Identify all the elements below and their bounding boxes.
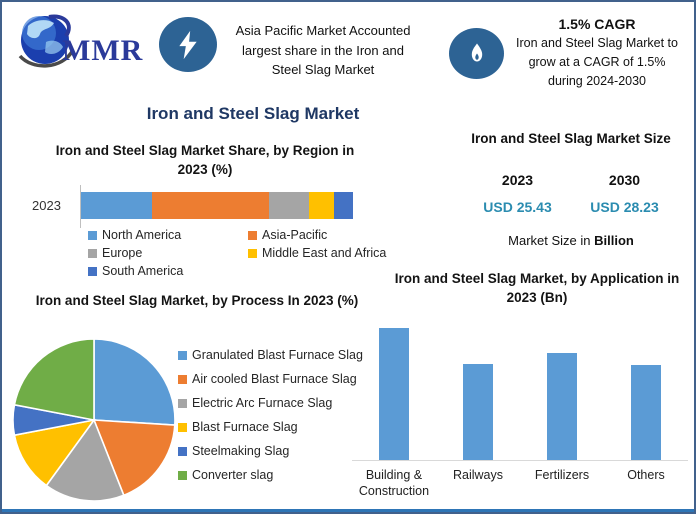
legend-swatch-icon: [178, 470, 187, 480]
legend-swatch-icon: [178, 422, 187, 432]
region-axis-category: 2023: [32, 198, 61, 213]
mmr-logo: MMR: [16, 10, 166, 76]
legend-item-steelmaking-slag: Steelmaking Slag: [178, 444, 363, 458]
legend-label: North America: [102, 228, 182, 242]
legend-swatch-icon: [88, 266, 97, 276]
application-label-building-construction: Building & Construction: [358, 468, 430, 499]
application-labels: Building & Construction Railways Fertilize…: [352, 467, 688, 500]
cagr-title: 1.5% CAGR: [558, 16, 636, 32]
legend-item-europe: Europe: [88, 246, 238, 260]
legend-swatch-icon: [178, 350, 187, 360]
cagr-icon-badge: [449, 28, 504, 79]
process-pie: [12, 338, 176, 502]
page-title: Iron and Steel Slag Market: [146, 104, 360, 123]
legend-swatch-icon: [178, 446, 187, 456]
application-bar-column: [520, 328, 604, 460]
application-label-railways: Railways: [452, 468, 503, 482]
legend-swatch-icon: [88, 230, 97, 240]
legend-item-south-america: South America: [88, 264, 238, 278]
pie-slice-blast-furnace-slag: [13, 418, 96, 487]
application-plot: [352, 328, 688, 461]
pie-slice-air-cooled-blast-furnace-slag: [92, 419, 176, 497]
region-bar-segment-south-america: [333, 192, 353, 219]
legend-label: Asia-Pacific: [262, 228, 328, 242]
process-chart-title: Iron and Steel Slag Market, by Process I…: [35, 293, 359, 308]
application-bar-fertilizers: [547, 353, 577, 460]
cagr-line: Iron and Steel Slag Market to: [516, 36, 678, 50]
globe-continent: [27, 20, 54, 39]
logo-wordmark: MMR: [62, 34, 144, 67]
application-label-fertilizers: Fertilizers: [534, 468, 590, 482]
pie-slice-granulated-blast-furnace-slag: [93, 338, 176, 426]
application-bar-column: [436, 328, 520, 460]
legend-swatch-icon: [88, 248, 97, 258]
bottom-accent-line: [2, 509, 694, 512]
highlight-line: Steel Slag Market: [271, 62, 375, 77]
legend-item-electric-arc-furnace-slag: Electric Arc Furnace Slag: [178, 396, 363, 410]
legend-label: Steelmaking Slag: [192, 444, 290, 458]
legend-item-converter-slag: Converter slag: [178, 468, 363, 482]
region-bar-segment-europe: [268, 192, 310, 219]
highlight-line: largest share in the Iron and: [242, 42, 404, 58]
legend-label: Air cooled Blast Furnace Slag: [192, 372, 357, 386]
logo-blue-arc: [48, 14, 71, 38]
cagr-line: during 2024-2030: [548, 73, 646, 88]
market-size-year-2023: 2023: [501, 172, 534, 188]
market-size-note: Market Size in Billion: [454, 233, 688, 248]
market-size-year-2030: 2030: [608, 172, 641, 188]
application-bar-building-construction: [379, 328, 409, 460]
application-label-others: Others: [627, 468, 665, 482]
market-size-note-unit: Billion: [594, 233, 634, 248]
market-size-title: Iron and Steel Slag Market Size: [471, 131, 671, 146]
market-size-years: 2023 2030: [464, 172, 678, 188]
legend-item-blast-furnace-slag: Blast Furnace Slag: [178, 420, 363, 434]
legend-item-middle-east-and-africa: Middle East and Africa: [248, 246, 386, 260]
application-bar-railways: [463, 363, 493, 460]
legend-label: Granulated Blast Furnace Slag: [192, 348, 363, 362]
legend-label: Converter slag: [192, 468, 274, 482]
process-legend: Granulated Blast Furnace Slag Air cooled …: [178, 348, 363, 482]
highlight-line: Asia Pacific Market Accounted: [235, 23, 411, 38]
highlight-icon-badge: [159, 17, 217, 72]
legend-item-air-cooled-blast-furnace-slag: Air cooled Blast Furnace Slag: [178, 372, 363, 386]
application-bar-column: [604, 328, 688, 460]
legend-swatch-icon: [248, 248, 257, 258]
region-bar-segment-asia-pacific: [151, 192, 269, 219]
market-size-note-prefix: Market Size in: [508, 233, 595, 248]
legend-label: Electric Arc Furnace Slag: [192, 396, 333, 410]
legend-item-granulated-blast-furnace-slag: Granulated Blast Furnace Slag: [178, 348, 363, 362]
region-bar-segment-middle-east-and-africa: [309, 192, 334, 219]
legend-swatch-icon: [178, 398, 187, 408]
region-chart-title: Iron and Steel Slag Market Share, by Reg…: [55, 143, 355, 177]
legend-label: South America: [102, 264, 184, 278]
legend-item-asia-pacific: Asia-Pacific: [248, 228, 386, 242]
legend-label: Europe: [102, 246, 143, 260]
legend-label: Middle East and Africa: [262, 246, 387, 260]
legend-swatch-icon: [178, 374, 187, 384]
legend-label: Blast Furnace Slag: [192, 420, 298, 434]
application-bar-column: [352, 328, 436, 460]
legend-item-north-america: North America: [88, 228, 238, 242]
market-size-value-2030: USD 28.23: [590, 199, 659, 215]
pie-slice-electric-arc-furnace-slag: [45, 418, 125, 502]
lightning-bolt-icon: [179, 30, 197, 59]
logo-swoosh: [18, 49, 75, 68]
cagr-line: grow at a CAGR of 1.5%: [528, 54, 666, 69]
region-bar-segment-north-america: [81, 192, 152, 219]
region-bar: [81, 192, 353, 219]
application-bar-others: [631, 364, 661, 460]
flame-icon: [471, 43, 482, 61]
pie-slice-converter-slag: [13, 338, 95, 421]
cagr-block: 1.5% CAGR Iron and Steel Slag Market to …: [502, 16, 692, 90]
globe-icon: [18, 14, 75, 68]
legend-swatch-icon: [248, 230, 257, 240]
region-axis-line: [80, 185, 81, 228]
application-chart-title: Iron and Steel Slag Market, by Applicati…: [394, 271, 680, 305]
market-size-value-2023: USD 25.43: [483, 199, 552, 215]
region-legend: North America Asia-Pacific Europe Middle Ea…: [88, 228, 386, 278]
market-size-values: USD 25.43 USD 28.23: [464, 199, 678, 215]
highlight-text: Asia Pacific Market Accounted largest sh…: [217, 21, 429, 80]
